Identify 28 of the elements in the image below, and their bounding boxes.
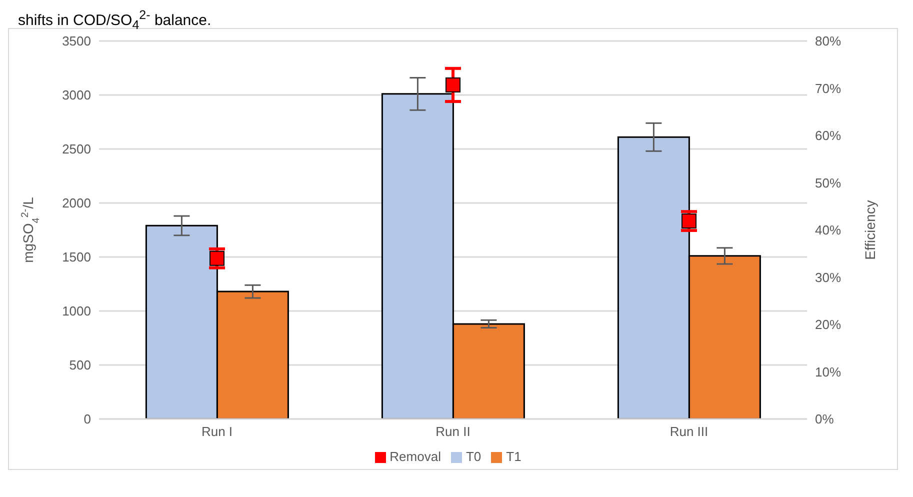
legend-label: Removal <box>390 449 441 464</box>
y2-tick-label: 40% <box>815 222 842 238</box>
y2-tick-label: 60% <box>815 128 842 144</box>
text: shifts in COD/SO$_{4}$$^{2-}$ balance. <box>18 8 212 32</box>
legend-label: T0 <box>466 449 482 464</box>
y-tick-label: 0 <box>84 412 91 427</box>
y-tick-label: 500 <box>69 358 91 373</box>
y-tick-label: 2500 <box>62 142 91 157</box>
y-tick-label: 1500 <box>62 250 91 265</box>
y2-tick-label: 50% <box>815 175 842 190</box>
y-tick-label: 3500 <box>62 34 91 49</box>
point <box>210 250 224 266</box>
y-tick-label: 2000 <box>62 196 91 211</box>
y2-tick-label: 70% <box>815 80 842 96</box>
y2-tick-label: 80% <box>815 34 842 49</box>
y-tick-label: 3000 <box>62 88 91 103</box>
y2-tick-label: 10% <box>815 364 842 380</box>
y2-tick-label: 0% <box>815 412 834 427</box>
point <box>446 77 460 92</box>
y2-tick-label: 30% <box>815 270 842 285</box>
x-tick-label: Run II <box>436 424 470 440</box>
point <box>682 214 696 229</box>
y2-axis-title: Efficiency <box>862 200 878 260</box>
x-tick-label: Run III <box>670 424 708 440</box>
x-tick-label: Run I <box>201 424 233 440</box>
y-tick-label: 1000 <box>62 304 91 319</box>
y2-tick-label: 20% <box>815 317 842 332</box>
legend-label: T1 <box>506 449 522 464</box>
